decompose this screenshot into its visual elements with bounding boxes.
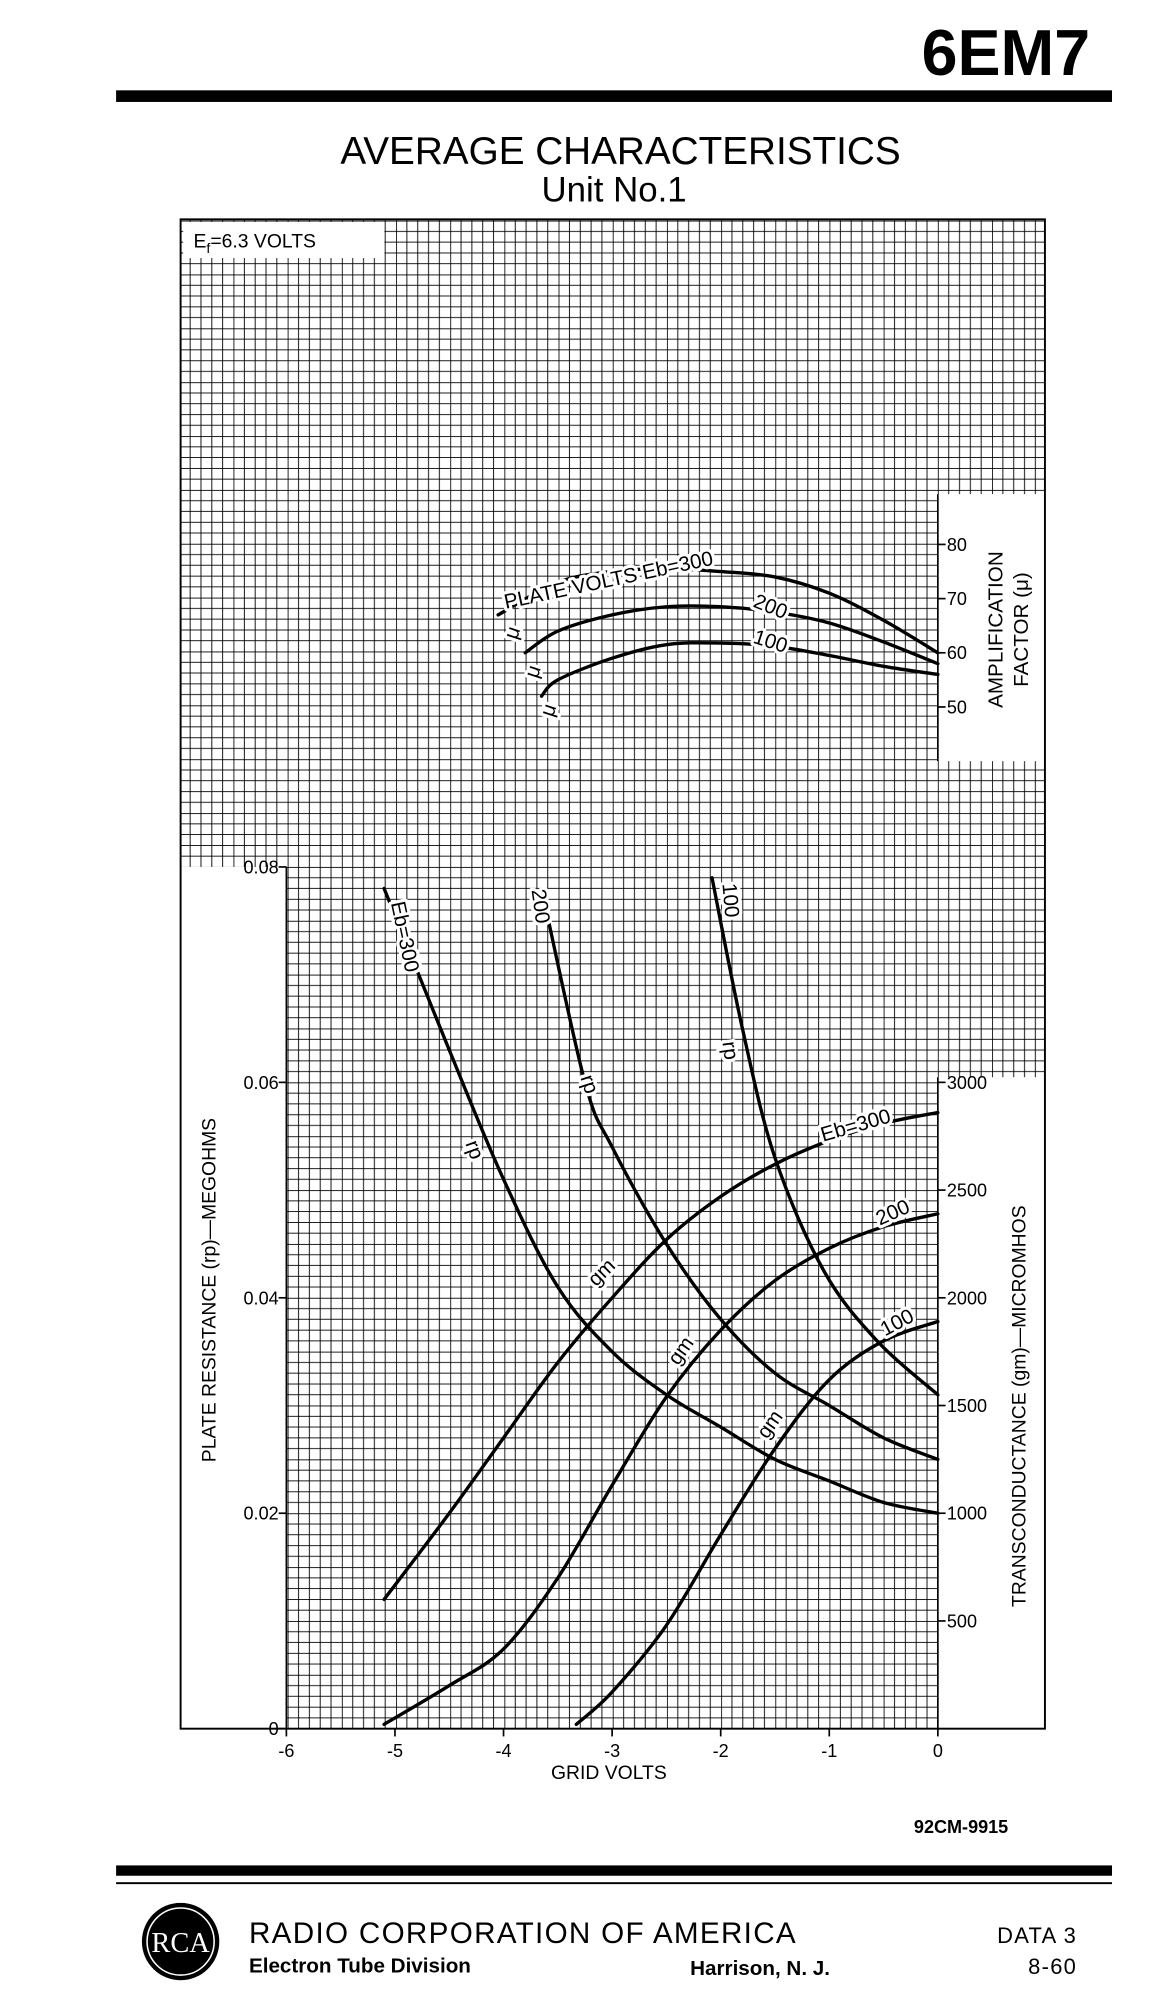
curve bbox=[574, 1319, 940, 1727]
grid-area bbox=[180, 219, 1045, 867]
annotation-subscript: f bbox=[206, 241, 210, 257]
annotation-box bbox=[183, 221, 385, 259]
y-tick-label: 80 bbox=[947, 535, 967, 555]
division: Electron Tube Division bbox=[249, 1954, 471, 1977]
grid-area bbox=[937, 866, 1045, 1078]
y-tick-label: 0.06 bbox=[244, 1073, 279, 1093]
curve bbox=[496, 567, 940, 655]
chart-subtitle: Unit No.1 bbox=[541, 170, 686, 209]
y-tick-label: 70 bbox=[947, 589, 967, 609]
y-tick-label: 0.04 bbox=[244, 1288, 279, 1308]
annotation-symbol: E bbox=[194, 231, 207, 253]
y2-tick-label: 1000 bbox=[947, 1504, 987, 1524]
curve bbox=[382, 1212, 940, 1727]
chart-title: AVERAGE CHARACTERISTICS bbox=[340, 130, 900, 173]
annotation: Ef=6.3 VOLTS bbox=[194, 231, 317, 257]
x-tick-label: -5 bbox=[387, 1741, 403, 1761]
company: RADIO CORPORATION OF AMERICA bbox=[249, 1917, 797, 1950]
y2-tick-label: 1500 bbox=[947, 1396, 987, 1416]
logo-ring bbox=[146, 1907, 215, 1976]
mu-axis-label: FACTOR (μ) bbox=[1010, 572, 1033, 687]
logo bbox=[141, 1902, 220, 1981]
y2-tick-label: 500 bbox=[947, 1611, 977, 1631]
y2-tick-label: 3000 bbox=[947, 1073, 987, 1093]
x-tick-label: -4 bbox=[496, 1741, 512, 1761]
footer-rule bbox=[116, 1865, 1113, 1876]
curve bbox=[539, 641, 940, 698]
footer-rule bbox=[116, 1882, 1113, 1885]
curve bbox=[539, 886, 940, 1462]
y2-tick-label: 2500 bbox=[947, 1181, 987, 1201]
x-tick-label: -3 bbox=[604, 1741, 620, 1761]
y-tick-label: 0 bbox=[269, 1719, 279, 1739]
curve bbox=[523, 604, 940, 666]
annotation-text: =6.3 VOLTS bbox=[210, 231, 316, 253]
location: Harrison, N. J. bbox=[690, 1957, 830, 1980]
y-tick-label: 0.08 bbox=[244, 857, 279, 877]
y-tick-label: 60 bbox=[947, 643, 967, 663]
drawing-number: 92CM-9915 bbox=[914, 1817, 1008, 1837]
x-tick-label: -2 bbox=[713, 1741, 729, 1761]
sheet-number: DATA 3 bbox=[997, 1923, 1077, 1948]
curve-name: 100 bbox=[717, 882, 743, 918]
curve bbox=[382, 886, 940, 1515]
x-tick-label: -6 bbox=[278, 1741, 294, 1761]
y2-axis-label: TRANSCONDUCTANCE (gm)—MICROMHOS bbox=[1009, 1205, 1031, 1607]
y2-tick-label: 2000 bbox=[947, 1288, 987, 1308]
axis-box bbox=[937, 494, 1045, 762]
x-axis-label: GRID VOLTS bbox=[551, 1762, 667, 1784]
curve bbox=[710, 876, 940, 1397]
y-tick-label: 0.02 bbox=[244, 1504, 279, 1524]
x-tick-label: 0 bbox=[933, 1741, 943, 1761]
x-tick-label: -1 bbox=[821, 1741, 837, 1761]
model-number: 6EM7 bbox=[922, 17, 1091, 89]
header-rule bbox=[116, 90, 1113, 102]
mu-axis-label: AMPLIFICATION bbox=[984, 551, 1007, 708]
sheet-date: 8-60 bbox=[1028, 1954, 1077, 1979]
y-tick-label: 50 bbox=[947, 697, 967, 717]
curve-label: rp bbox=[717, 1040, 742, 1061]
curve-name: 200 bbox=[527, 888, 555, 925]
curve bbox=[382, 1110, 940, 1602]
logo-text: RCA bbox=[151, 1928, 210, 1959]
y-axis-label: PLATE RESISTANCE (rp)—MEGOHMS bbox=[198, 1118, 220, 1462]
